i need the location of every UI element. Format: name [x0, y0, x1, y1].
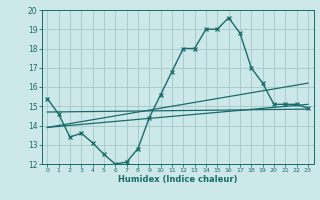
X-axis label: Humidex (Indice chaleur): Humidex (Indice chaleur) — [118, 175, 237, 184]
